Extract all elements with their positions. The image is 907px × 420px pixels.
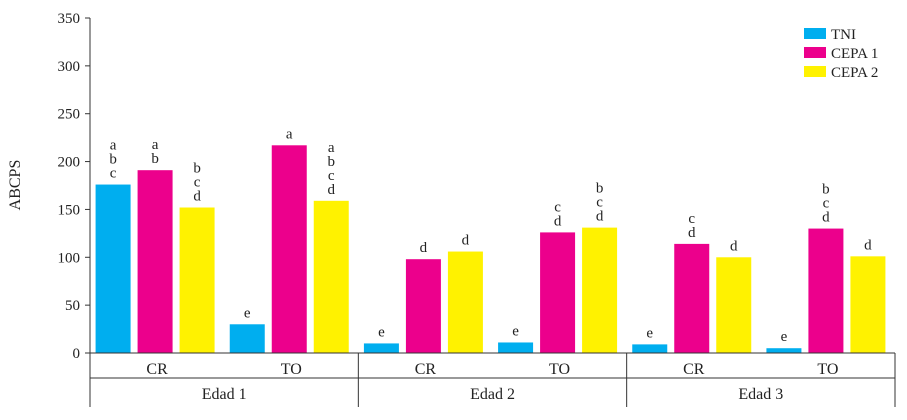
y-tick-label: 300 [58,59,81,75]
legend-label: TNI [831,27,856,43]
bar-tni [95,184,131,353]
x-category-label: TO [817,361,838,378]
x-group-label: Edad 1 [202,386,247,403]
significance-letter: d [688,225,696,241]
significance-letter: e [378,324,385,340]
significance-letter: e [512,323,519,339]
significance-letter: c [823,196,830,212]
bars-layer [95,145,886,353]
x-category-label: CR [415,361,437,378]
y-tick-label: 150 [58,202,81,218]
bar-tni [766,348,802,353]
bar-cepa-2 [716,257,752,353]
y-tick-label: 350 [58,11,81,27]
x-group-label: Edad 3 [738,386,783,403]
x-category-label: TO [549,361,570,378]
significance-letter: a [110,138,117,154]
significance-letter: c [194,175,201,191]
bar-cepa-1 [405,259,441,353]
legend-swatch [804,66,826,77]
y-tick-label: 50 [65,298,80,314]
significance-letter: b [109,152,117,168]
bar-cepa-2 [447,251,483,353]
significance-letter: b [151,151,159,167]
bar-cepa-1 [808,228,844,353]
significance-letter: d [462,233,470,249]
y-axis: 0 50 100 150 200 250 300 350 [58,11,91,362]
significance-letter: c [596,195,603,211]
significance-letter: d [554,213,562,229]
y-tick-label: 0 [73,346,81,362]
bar-cepa-1 [137,170,173,353]
significance-letter: d [420,240,428,256]
x-group-label: Edad 2 [470,386,515,403]
y-tick-label: 200 [58,155,81,171]
significance-letter: e [646,325,653,341]
significance-letter: d [596,209,604,225]
significance-letter: e [781,329,788,345]
significance-letter: c [554,199,561,215]
significance-letter: b [822,182,830,198]
bar-cepa-1 [271,145,307,353]
bar-tni [632,344,668,353]
significance-letter: d [730,238,738,254]
y-tick-label: 250 [58,107,81,123]
bar-tni [498,342,534,353]
significance-letter: d [822,210,830,226]
significance-letter: a [152,137,159,153]
significance-letter: b [193,161,201,177]
legend-label: CEPA 1 [831,46,878,62]
x-axis: CR TO CR TO CR TO Edad 1 Edad 2 Edad 3 [89,352,896,407]
significance-letter: a [328,140,335,156]
significance-letter: d [328,182,336,198]
legend-swatch [804,28,826,39]
legend-label: CEPA 2 [831,65,878,81]
bar-tni [363,343,399,353]
x-category-label: CR [683,361,705,378]
significance-letter: c [688,211,695,227]
bar-cepa-2 [582,227,618,353]
bar-cepa-2 [179,207,215,353]
x-category-label: CR [146,361,168,378]
bar-cepa-2 [850,256,886,353]
x-category-label: TO [281,361,302,378]
significance-letter: e [244,305,251,321]
legend: TNI CEPA 1 CEPA 2 [804,27,878,81]
significance-letter: b [596,181,604,197]
significance-letter: d [864,237,872,253]
bar-cepa-2 [313,200,349,353]
significance-letter: c [328,168,335,184]
bar-cepa-1 [540,232,576,353]
significance-letter: d [193,189,201,205]
bar-tni [229,324,265,353]
y-tick-label: 100 [58,250,81,266]
legend-swatch [804,47,826,58]
significance-letter: c [110,166,117,182]
significance-letter: b [328,154,336,170]
bar-cepa-1 [674,243,710,353]
significance-letter: a [286,126,293,142]
y-axis-label: ABCPS [7,160,24,211]
